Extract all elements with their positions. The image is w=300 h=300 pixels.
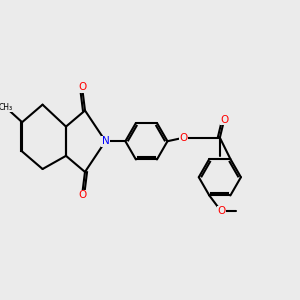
Text: O: O — [78, 190, 86, 200]
Text: N: N — [102, 136, 109, 146]
Text: CH₃: CH₃ — [0, 103, 13, 112]
Text: O: O — [179, 133, 188, 143]
Text: O: O — [220, 115, 228, 124]
Text: O: O — [78, 82, 86, 92]
Text: O: O — [217, 206, 225, 216]
